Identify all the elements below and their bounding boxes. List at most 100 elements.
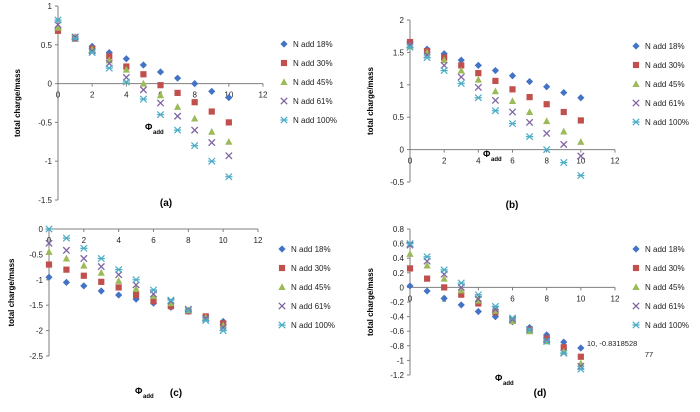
legend-marker xyxy=(278,321,286,329)
data-point xyxy=(80,254,88,263)
data-point xyxy=(509,86,516,93)
data-point xyxy=(62,246,71,254)
y-tick-label: -1.5 xyxy=(29,301,43,310)
data-point xyxy=(191,99,198,106)
data-point xyxy=(577,344,585,352)
x-tick-label: 0 xyxy=(408,294,413,303)
data-point xyxy=(474,61,482,69)
data-point xyxy=(156,99,165,107)
data-point xyxy=(191,142,199,150)
data-point xyxy=(157,82,164,89)
data-point xyxy=(139,61,148,69)
data-point xyxy=(525,118,534,127)
data-point xyxy=(577,117,584,124)
data-point xyxy=(525,77,534,86)
data-point xyxy=(406,38,414,46)
data-point xyxy=(45,273,53,281)
series-4 xyxy=(45,239,227,332)
data-point xyxy=(543,83,551,91)
data-point xyxy=(62,234,71,242)
legend-marker xyxy=(280,116,288,124)
data-point xyxy=(97,287,105,295)
data-point xyxy=(492,77,499,85)
data-point xyxy=(105,48,113,57)
legend-label: N add 45% xyxy=(645,80,685,89)
data-point xyxy=(491,302,500,311)
data-point xyxy=(219,326,227,335)
data-point xyxy=(577,138,585,145)
x-axis-title: Φ xyxy=(483,149,491,159)
y-axis-title: total charge/mass xyxy=(366,267,375,336)
data-point xyxy=(440,274,448,282)
data-point xyxy=(115,266,123,274)
legend-marker xyxy=(632,61,640,69)
data-point xyxy=(62,254,71,262)
data-point xyxy=(54,16,62,24)
series-3 xyxy=(54,23,233,145)
x-axis-title: Φ xyxy=(145,122,153,132)
data-point xyxy=(45,225,53,233)
data-point xyxy=(54,27,62,34)
data-point xyxy=(219,323,227,332)
legend-label: N add 45% xyxy=(293,78,333,87)
legend-marker xyxy=(632,264,640,272)
data-point xyxy=(97,262,105,271)
data-point xyxy=(491,66,500,75)
data-point xyxy=(508,97,517,104)
data-point xyxy=(406,250,414,257)
data-point xyxy=(80,282,88,290)
data-point xyxy=(577,362,585,370)
data-point xyxy=(560,127,568,135)
data-point xyxy=(150,298,157,305)
data-point xyxy=(173,126,182,134)
legend-label: N add 100% xyxy=(645,321,689,330)
data-point xyxy=(167,299,175,307)
data-label: 77 xyxy=(645,350,653,359)
data-point xyxy=(491,306,500,314)
x-tick-label: 10 xyxy=(576,294,585,303)
y-tick-label: -0.4 xyxy=(390,313,404,322)
y-tick-label: 0.4 xyxy=(393,254,405,263)
y-tick-label: -0.5 xyxy=(29,250,43,259)
legend-label: N add 100% xyxy=(293,116,337,125)
data-point xyxy=(105,64,113,72)
data-point xyxy=(525,108,534,116)
x-axis-title-subscript: add xyxy=(143,394,154,400)
data-point xyxy=(406,265,414,272)
data-point xyxy=(45,261,53,268)
data-point xyxy=(132,291,140,299)
data-point xyxy=(184,305,192,313)
x-axis-title-subscript: add xyxy=(503,381,514,387)
data-point xyxy=(132,285,140,292)
legend-label: N add 18% xyxy=(291,245,331,254)
y-tick-label: -1.2 xyxy=(390,371,404,380)
data-point xyxy=(173,112,182,120)
data-point xyxy=(491,313,500,321)
legend-marker xyxy=(632,42,640,50)
data-point xyxy=(440,56,448,64)
x-tick-label: 6 xyxy=(151,236,156,245)
data-point xyxy=(457,79,465,88)
x-tick-label: 8 xyxy=(186,236,191,245)
chart-panel-4: 0.80.60.40.20-0.2-0.4-0.6-0.8-1-1.202468… xyxy=(366,225,689,399)
data-point xyxy=(149,292,158,300)
legend-marker xyxy=(278,245,286,253)
data-point xyxy=(543,337,551,346)
y-tick-label: -1 xyxy=(397,356,405,365)
x-axis-title-subscript: add xyxy=(491,157,502,163)
data-point xyxy=(560,344,567,351)
y-tick-label: 0.6 xyxy=(393,240,405,249)
data-point xyxy=(225,173,233,181)
data-point xyxy=(525,133,534,141)
legend-label: N add 30% xyxy=(293,59,333,68)
x-tick-label: 8 xyxy=(192,91,197,100)
y-tick-label: -0.6 xyxy=(390,327,404,336)
data-point xyxy=(560,140,568,149)
data-point xyxy=(457,286,465,294)
series-1 xyxy=(45,273,227,326)
legend-marker xyxy=(278,264,286,272)
x-tick-label: 8 xyxy=(544,157,549,166)
data-point xyxy=(62,278,71,286)
